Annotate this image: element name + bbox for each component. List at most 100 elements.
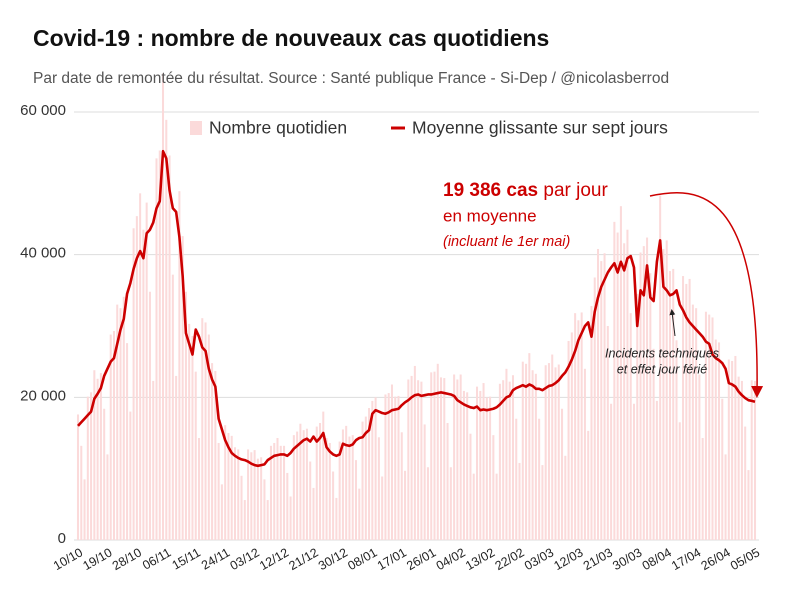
bar <box>698 374 701 540</box>
bar <box>201 318 204 540</box>
bar <box>436 363 439 540</box>
note-text: et effet jour férié <box>617 362 707 376</box>
x-tick-label: 08/04 <box>640 545 674 573</box>
bar <box>112 330 115 540</box>
bar <box>171 274 174 540</box>
bar <box>528 353 531 540</box>
x-tick-label: 30/03 <box>610 545 644 573</box>
bar <box>296 431 299 540</box>
bar <box>646 237 649 540</box>
bar <box>508 381 511 540</box>
bar <box>266 500 269 540</box>
bar <box>449 467 452 540</box>
bar <box>175 375 178 540</box>
bar <box>319 423 322 540</box>
bar <box>718 342 721 540</box>
chart-subtitle: Par date de remontée du résultat. Source… <box>33 70 669 87</box>
annotation: 19 386 cas par jour <box>443 180 608 201</box>
bar <box>440 377 443 540</box>
bar <box>407 379 410 540</box>
bar <box>731 360 734 540</box>
bar <box>86 396 89 540</box>
legend-label: Nombre quotidien <box>209 118 347 138</box>
bar <box>283 445 286 540</box>
bar <box>325 437 328 540</box>
x-tick-label: 17/04 <box>669 545 703 573</box>
bar <box>286 472 289 540</box>
bar <box>315 426 318 540</box>
bar <box>482 383 485 540</box>
bar <box>662 248 665 540</box>
x-tick-label: 22/02 <box>493 545 527 573</box>
annotation-arrow <box>649 191 764 398</box>
chart-title: Covid-19 : nombre de nouveaux cas quotid… <box>33 25 549 51</box>
note-text: Incidents techniques <box>605 346 719 360</box>
bar <box>616 232 619 540</box>
bar <box>135 216 138 540</box>
bar <box>93 370 96 540</box>
bar <box>260 457 263 540</box>
x-tick-label: 12/03 <box>551 545 585 573</box>
bar <box>636 293 639 540</box>
bar <box>682 276 685 540</box>
bar <box>750 380 753 540</box>
bar <box>253 450 256 540</box>
bar <box>724 454 727 540</box>
bar <box>188 323 191 540</box>
y-tick-label: 40 000 <box>20 245 66 262</box>
bar <box>502 380 505 540</box>
bar <box>574 313 577 540</box>
bar <box>649 273 652 540</box>
bar <box>603 253 606 541</box>
bar <box>495 473 498 540</box>
bar <box>629 313 632 540</box>
bar <box>583 368 586 540</box>
bar <box>322 411 325 540</box>
bar <box>168 155 171 540</box>
x-tick-label: 15/11 <box>170 545 203 572</box>
bar <box>610 403 613 540</box>
bar <box>453 374 456 540</box>
bar <box>704 311 707 540</box>
bar <box>103 408 106 540</box>
bar <box>691 304 694 540</box>
bar <box>557 364 560 540</box>
bar <box>309 461 312 540</box>
bar <box>204 322 207 540</box>
y-tick-label: 20 000 <box>20 387 66 404</box>
line-series <box>77 149 756 468</box>
bar <box>80 445 83 540</box>
bar <box>695 308 698 540</box>
bar <box>714 339 717 540</box>
bar <box>475 386 479 540</box>
bar <box>233 447 236 540</box>
x-tick-label: 08/01 <box>345 545 379 573</box>
x-tick-label: 10/10 <box>51 545 85 573</box>
annotation-text: en moyenne <box>443 206 537 225</box>
bar <box>734 355 737 540</box>
bar <box>413 365 416 540</box>
bar <box>335 497 338 540</box>
bar <box>737 376 740 540</box>
bar <box>332 471 335 540</box>
bar <box>99 373 102 540</box>
bar <box>279 445 282 540</box>
bar <box>341 429 344 540</box>
bar <box>472 473 475 540</box>
x-tick-label: 28/10 <box>110 545 144 573</box>
bar <box>397 395 400 540</box>
bar <box>420 381 423 540</box>
bar <box>521 361 524 540</box>
bar <box>479 390 482 540</box>
x-tick-label: 05/05 <box>728 545 762 573</box>
bar <box>227 433 230 540</box>
bar <box>593 277 596 540</box>
bar <box>727 359 730 540</box>
bar <box>240 475 243 540</box>
annotation-highlight: 19 386 cas <box>443 180 538 201</box>
bar <box>708 314 711 540</box>
x-tick-label: 17/01 <box>375 545 409 573</box>
bar <box>269 445 272 540</box>
bar <box>675 340 678 540</box>
bar <box>567 340 570 540</box>
